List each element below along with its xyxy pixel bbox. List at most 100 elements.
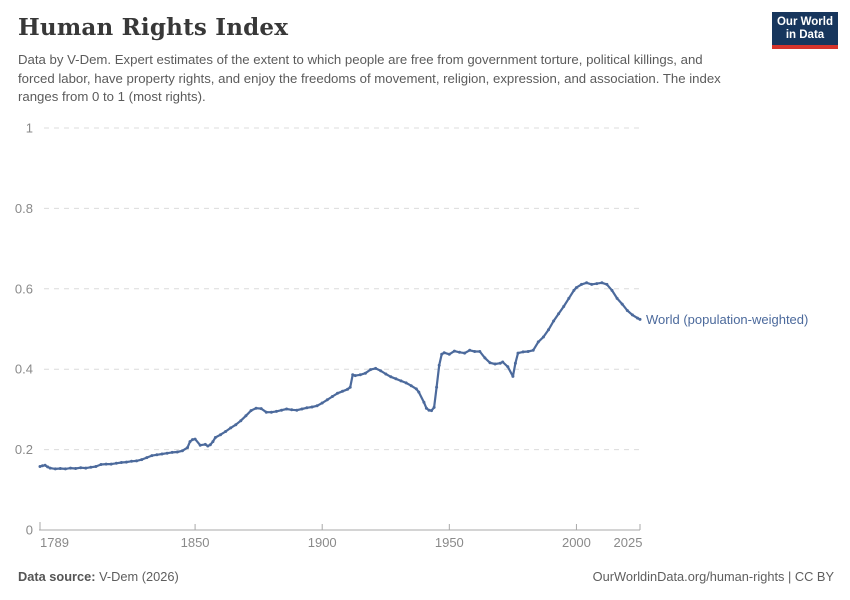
data-point — [346, 387, 350, 391]
data-point — [310, 405, 314, 409]
series-label[interactable]: World (population-weighted) — [646, 312, 808, 327]
data-point — [389, 375, 393, 379]
data-point — [404, 381, 408, 385]
data-point — [625, 309, 629, 312]
data-point — [135, 459, 139, 463]
data-point — [353, 374, 357, 378]
data-point — [160, 452, 164, 456]
data-point — [109, 462, 113, 466]
data-point — [572, 288, 576, 292]
x-tick-label: 1900 — [308, 535, 337, 550]
data-point — [531, 348, 535, 352]
data-point — [48, 466, 52, 470]
data-point — [315, 404, 319, 408]
data-point — [526, 350, 530, 353]
owid-logo[interactable]: Our World in Data — [772, 12, 838, 49]
x-tick-label: 2000 — [562, 535, 591, 550]
data-point — [99, 463, 103, 466]
data-point — [501, 360, 505, 364]
data-point — [254, 406, 258, 410]
data-point — [224, 430, 228, 433]
data-point — [53, 467, 57, 471]
data-point — [336, 391, 339, 395]
data-point — [249, 409, 253, 413]
data-point — [427, 408, 431, 412]
data-point — [341, 389, 344, 393]
data-point — [600, 281, 604, 285]
data-source-value: V-Dem (2026) — [99, 569, 179, 584]
series-line-world[interactable] — [38, 281, 642, 470]
data-point — [285, 407, 289, 411]
owid-logo-line1: Our World — [776, 15, 833, 28]
data-point — [435, 385, 439, 389]
data-point — [638, 317, 642, 321]
data-point — [193, 437, 197, 441]
data-point — [63, 467, 67, 471]
data-source: Data source: V-Dem (2026) — [18, 569, 179, 584]
data-point — [165, 451, 169, 455]
data-point — [605, 282, 609, 286]
data-point — [213, 436, 217, 439]
page-title: Human Rights Index — [18, 14, 289, 41]
data-point — [79, 466, 83, 470]
data-point — [84, 466, 88, 470]
data-point — [620, 302, 624, 306]
data-point — [175, 450, 179, 454]
data-point — [264, 410, 268, 414]
data-point — [180, 449, 184, 453]
data-point — [547, 328, 550, 332]
data-point — [69, 466, 72, 470]
data-point — [358, 373, 362, 377]
data-point — [363, 371, 367, 375]
data-point — [615, 296, 619, 300]
page-subtitle: Data by V-Dem. Expert estimates of the e… — [18, 52, 721, 104]
data-point — [300, 407, 304, 411]
data-point — [493, 362, 497, 366]
data-point — [244, 414, 248, 418]
data-point — [229, 426, 233, 430]
data-point — [379, 369, 383, 373]
data-point — [557, 312, 561, 316]
data-point — [422, 400, 426, 404]
data-point — [58, 467, 62, 470]
data-point — [130, 459, 133, 463]
data-point — [374, 366, 378, 370]
data-point — [348, 385, 352, 389]
data-point — [259, 407, 263, 411]
data-point — [458, 350, 461, 354]
data-point — [94, 465, 98, 468]
credit-link[interactable]: OurWorldinData.org/human-rights | CC BY — [592, 569, 834, 584]
data-point — [473, 350, 477, 353]
data-point — [636, 316, 639, 320]
data-point — [191, 438, 194, 442]
data-point — [114, 461, 118, 465]
data-point — [150, 454, 154, 458]
data-point — [104, 462, 108, 466]
data-point — [437, 363, 441, 367]
data-point — [430, 409, 433, 413]
data-point — [188, 440, 192, 444]
data-point — [274, 409, 278, 413]
data-point — [305, 406, 309, 410]
data-point — [498, 361, 502, 365]
chart-footer: Data source: V-Dem (2026) OurWorldinData… — [18, 569, 834, 584]
data-point — [369, 368, 372, 372]
data-point — [280, 408, 283, 412]
data-point — [89, 465, 93, 469]
data-point — [145, 456, 149, 460]
x-tick-label: 1789 — [40, 535, 69, 550]
data-point — [447, 352, 451, 356]
data-point — [124, 460, 128, 464]
data-point — [38, 465, 42, 468]
data-source-label: Data source: — [18, 569, 96, 584]
data-point — [417, 390, 421, 394]
data-point — [330, 395, 334, 398]
data-point — [43, 463, 47, 467]
data-point — [424, 406, 428, 410]
data-point — [394, 377, 398, 381]
x-tick-label: 1950 — [435, 535, 464, 550]
data-point — [442, 351, 446, 355]
x-tick-label: 2025 — [614, 535, 643, 550]
